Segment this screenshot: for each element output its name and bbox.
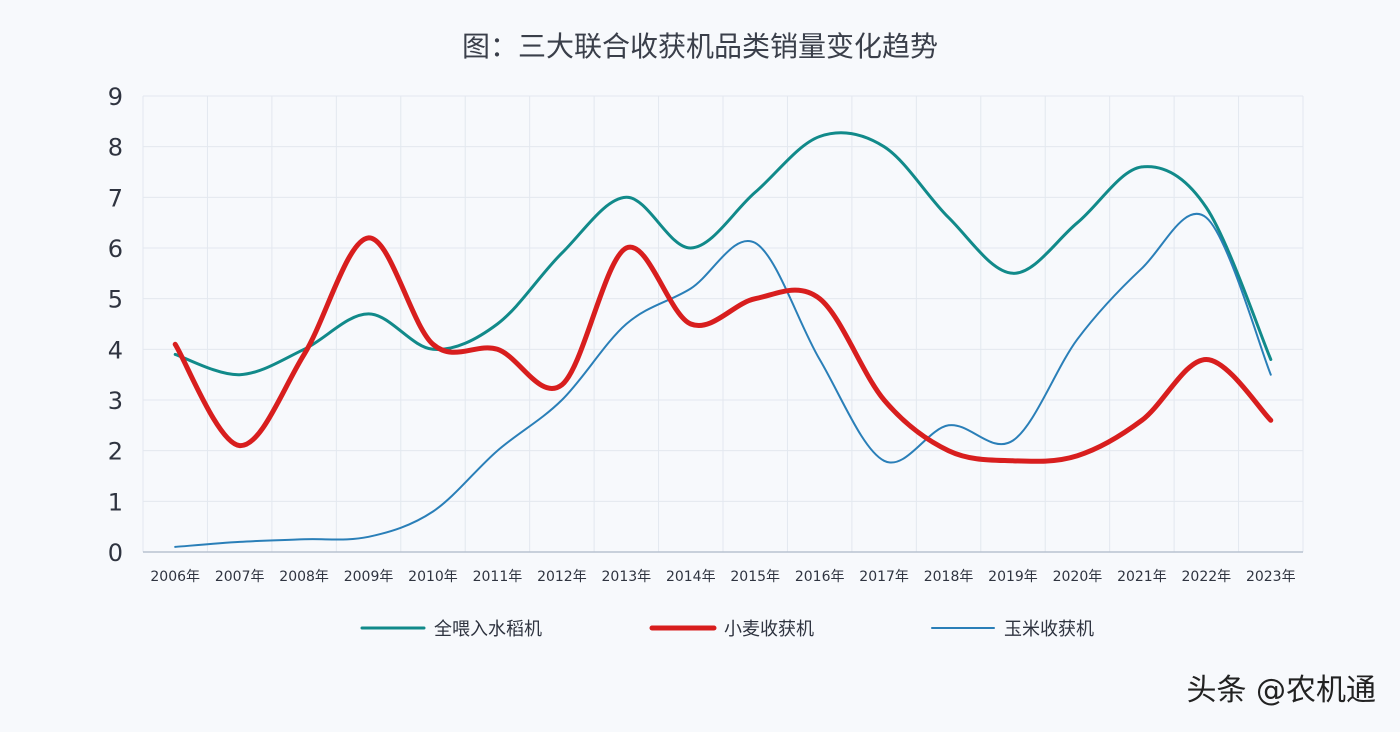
y-tick-label: 7 xyxy=(108,184,123,212)
x-tick-label: 2021年 xyxy=(1117,569,1167,585)
series-line-1 xyxy=(172,235,1274,464)
x-tick-label: 2007年 xyxy=(215,569,265,585)
y-tick-label: 1 xyxy=(108,488,123,516)
axes: 0 1 2 3 4 5 6 7 8 9 2006年 2007年 2008年 2009年 2010年 2011年… xyxy=(108,83,1303,585)
x-tick-label: 2012年 xyxy=(537,569,587,585)
x-tick-label: 2008年 xyxy=(279,569,329,585)
legend-label: 玉米收获机 xyxy=(1004,619,1094,640)
x-tick-label: 2020年 xyxy=(1053,569,1103,585)
x-tick-label: 2022年 xyxy=(1182,569,1232,585)
x-tick-label: 2014年 xyxy=(666,569,716,585)
x-tick-label: 2009年 xyxy=(344,569,394,585)
x-tick-label: 2019年 xyxy=(988,569,1038,585)
series-lines xyxy=(172,131,1274,548)
legend-label: 小麦收获机 xyxy=(724,619,814,640)
chart-title: 图：三大联合收获机品类销量变化趋势 xyxy=(462,30,938,63)
y-tick-label: 8 xyxy=(108,134,123,162)
y-tick-label: 0 xyxy=(108,539,123,567)
y-tick-label: 4 xyxy=(108,336,123,364)
legend-label: 全喂入水稻机 xyxy=(434,619,542,640)
y-tick-label: 6 xyxy=(108,235,123,263)
y-tick-label: 2 xyxy=(108,438,123,466)
grid xyxy=(142,95,1304,553)
x-tick-label: 2018年 xyxy=(924,569,974,585)
x-tick-label: 2016年 xyxy=(795,569,845,585)
y-tick-label: 5 xyxy=(108,286,123,314)
x-tick-label: 2023年 xyxy=(1246,569,1296,585)
watermark-text: 头条 @农机通 xyxy=(1186,673,1376,708)
y-tick-label: 9 xyxy=(108,83,123,111)
x-tick-label: 2017年 xyxy=(859,569,909,585)
legend: 全喂入水稻机 小麦收获机 玉米收获机 xyxy=(360,619,1094,640)
x-tick-label: 2010年 xyxy=(408,569,458,585)
series-line-0 xyxy=(173,131,1273,377)
x-tick-label: 2013年 xyxy=(602,569,652,585)
series-line-2 xyxy=(174,212,1272,548)
x-tick-label: 2006年 xyxy=(150,569,200,585)
x-tick-label: 2011年 xyxy=(473,569,523,585)
x-tick-label: 2015年 xyxy=(730,569,780,585)
y-tick-label: 3 xyxy=(108,387,123,415)
